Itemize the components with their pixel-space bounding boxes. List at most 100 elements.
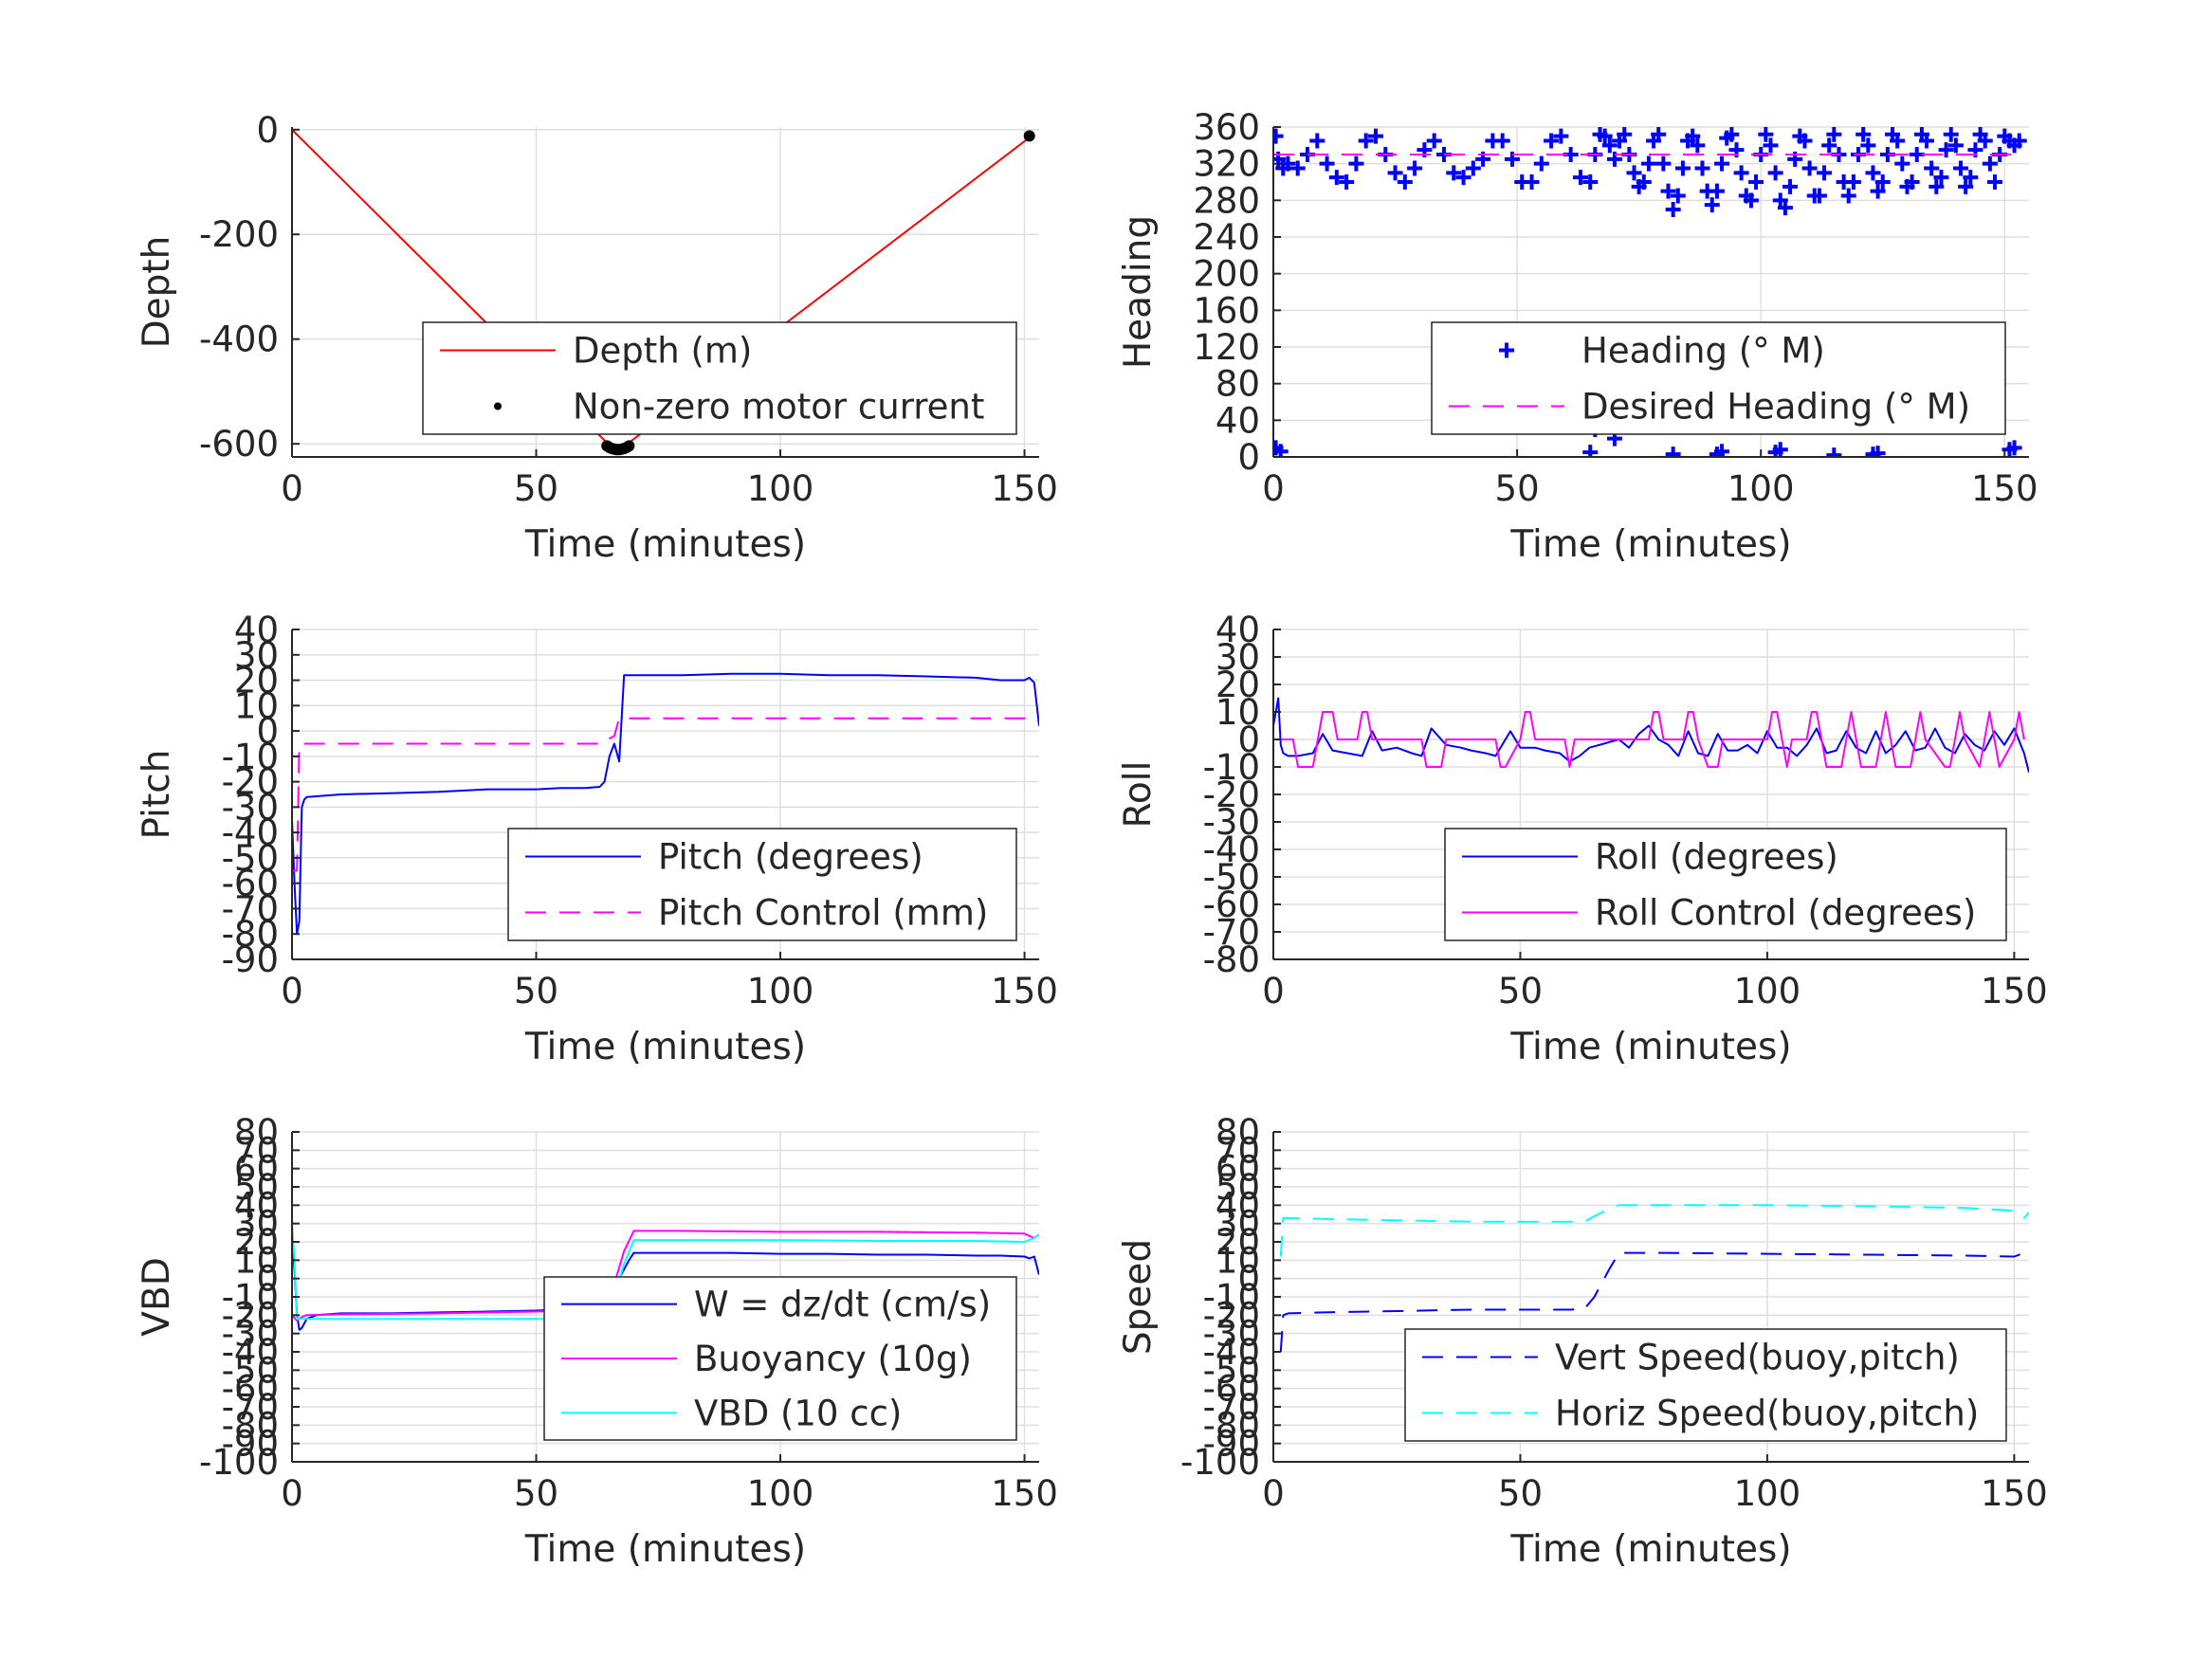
series-line-1 [1279,1251,2029,1353]
legend-label: Depth (m) [573,331,752,372]
y-tick-label: 40 [1216,1185,1260,1226]
x-tick-label: 0 [1262,971,1285,1012]
x-axis-label: Time (minutes) [1509,523,1791,566]
data-point-plus [1572,170,1588,186]
y-tick-label: 20 [1216,1222,1260,1263]
legend-label: W = dz/dt (cm/s) [694,1285,991,1325]
y-axis-label: Depth [136,236,178,349]
legend-marker [1499,342,1514,358]
data-point-plus [1626,165,1642,181]
x-tick-label: 50 [1498,971,1543,1012]
data-point-plus [1860,137,1876,154]
data-point-plus [1811,188,1827,204]
data-point-plus [1772,442,1788,457]
data-point-plus [1758,127,1774,142]
data-point-plus [1947,137,1964,154]
y-tick-label: -40 [1203,1332,1260,1373]
data-point-plus [1953,160,1969,176]
legend: W = dz/dt (cm/s) Buoyancy (10g) VBD (10 cc… [543,1276,1017,1441]
data-point-plus [1943,127,1959,142]
x-tick-label: 150 [991,971,1058,1012]
data-point-plus [1694,160,1710,176]
y-tick-label: -10 [1203,1277,1260,1318]
y-tick-label: 0 [256,110,279,151]
y-tick-label: 30 [234,1204,279,1245]
y-tick-label: -50 [222,838,279,879]
legend: Vert Speed(buoy,pitch) Horiz Speed(buoy,p… [1404,1328,2007,1442]
data-point-plus [1904,174,1920,190]
legend-label: Pitch (degrees) [658,837,923,878]
y-tick-label: 30 [1216,637,1260,678]
data-point-plus [1821,137,1837,154]
x-tick-label: 100 [1734,1473,1801,1514]
y-tick-label: 60 [234,1149,279,1190]
series-line-3 [292,1223,1039,1321]
plot-area [1279,1204,2029,1353]
data-point-plus [1714,155,1730,172]
data-point-plus [1446,165,1462,181]
y-tick-label: 20 [1216,665,1260,705]
data-point-plus [1870,446,1886,457]
data-point-plus [1826,127,1842,142]
x-tick-label: 150 [991,1473,1058,1514]
data-point-plus [1733,165,1749,181]
data-point-plus [1670,188,1686,204]
data-point-plus [1840,188,1856,204]
y-tick-label: 0 [1237,437,1260,478]
plot-area [292,672,1039,936]
y-tick-label: -10 [222,1277,279,1318]
data-point-plus [2006,440,2022,456]
y-tick-label: 30 [234,635,279,676]
y-tick-label: 50 [234,1167,279,1208]
subplot-4: 0 50 100 150403020100-10-20-30-40-50-60-70-… [1117,610,2048,1068]
data-point-plus [1289,160,1306,176]
data-point-plus [1617,127,1633,142]
data-point-plus [1660,183,1676,199]
data-point-plus [1494,133,1510,149]
data-point-plus [1865,165,1881,181]
y-tick-label: 0 [256,711,279,752]
x-tick-label: 50 [514,971,558,1012]
data-point-plus [1606,151,1622,167]
data-point-plus [1958,178,1974,194]
legend: Depth (m) Non-zero motor current [422,321,1017,435]
y-tick-label: -90 [222,939,279,980]
plot-area [292,129,1035,456]
x-tick-label: 0 [281,468,303,509]
y-tick-label: -30 [222,787,279,828]
x-axis-label: Time (minutes) [1509,1026,1791,1068]
data-point-plus [1845,174,1861,190]
series-line-2 [1273,711,2025,768]
data-point-plus [1358,133,1374,149]
data-point-plus [1982,155,1998,172]
y-tick-label: -50 [1203,857,1260,898]
legend: Roll (degrees) Roll Control (degrees) [1444,828,2007,941]
y-axis-label: Heading [1117,215,1160,369]
y-tick-label: 40 [1216,610,1260,650]
x-tick-label: 100 [1728,468,1795,509]
y-tick-label: -30 [222,1314,279,1355]
x-tick-label: 0 [281,1473,303,1514]
y-tick-label: -60 [1203,884,1260,925]
data-point-plus [1987,174,2003,190]
y-tick-label: 240 [1193,217,1260,258]
data-point-plus [1655,155,1672,172]
data-point-plus [1924,160,1940,176]
x-tick-label: 150 [991,468,1058,509]
x-axis-label: Time (minutes) [1509,1528,1791,1571]
y-tick-label: 30 [1216,1204,1260,1245]
x-tick-label: 150 [1971,468,2038,509]
data-point-plus [1309,133,1325,149]
y-tick-label: 20 [234,661,279,702]
legend-label: Vert Speed(buoy,pitch) [1555,1338,1960,1378]
y-tick-label: -100 [1180,1442,1260,1483]
y-axis-label: VBD [136,1257,178,1336]
x-tick-label: 150 [1981,1473,2048,1514]
y-tick-label: 70 [234,1130,279,1171]
y-axis-label: Pitch [136,750,178,840]
data-point-plus [1524,174,1540,190]
data-point-plus [1724,127,1740,142]
legend-label: Roll Control (degrees) [1595,893,1976,934]
y-tick-label: 80 [234,1112,279,1153]
